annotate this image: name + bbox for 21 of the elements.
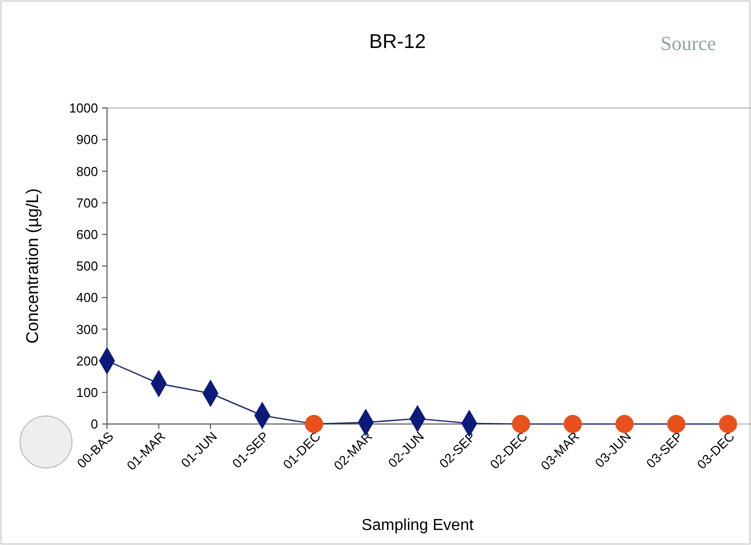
chart-title: BR-12 xyxy=(369,31,426,53)
point xyxy=(304,414,324,434)
y-tick-label: 400 xyxy=(76,290,98,306)
y-tick-label: 600 xyxy=(76,226,98,242)
y-tick-label: 0 xyxy=(90,416,98,432)
point xyxy=(564,414,582,434)
y-tick-label: 500 xyxy=(76,258,98,274)
y-axis-title: Concentration (µg/L) xyxy=(23,188,42,344)
y-tick-label: 300 xyxy=(76,322,98,337)
point xyxy=(718,414,738,434)
point xyxy=(512,414,530,434)
x-axis-title: Sampling Event xyxy=(361,517,474,534)
y-tick-label: 200 xyxy=(76,353,98,368)
y-tick-label: 900 xyxy=(76,132,98,148)
text: Source xyxy=(660,33,716,55)
y-tick-label: 100 xyxy=(76,384,98,400)
point xyxy=(667,414,686,434)
y-tick-label: 800 xyxy=(76,164,98,179)
y-tick-label: 1000 xyxy=(69,100,98,116)
point xyxy=(615,414,634,434)
y-tick-label: 700 xyxy=(76,195,98,210)
